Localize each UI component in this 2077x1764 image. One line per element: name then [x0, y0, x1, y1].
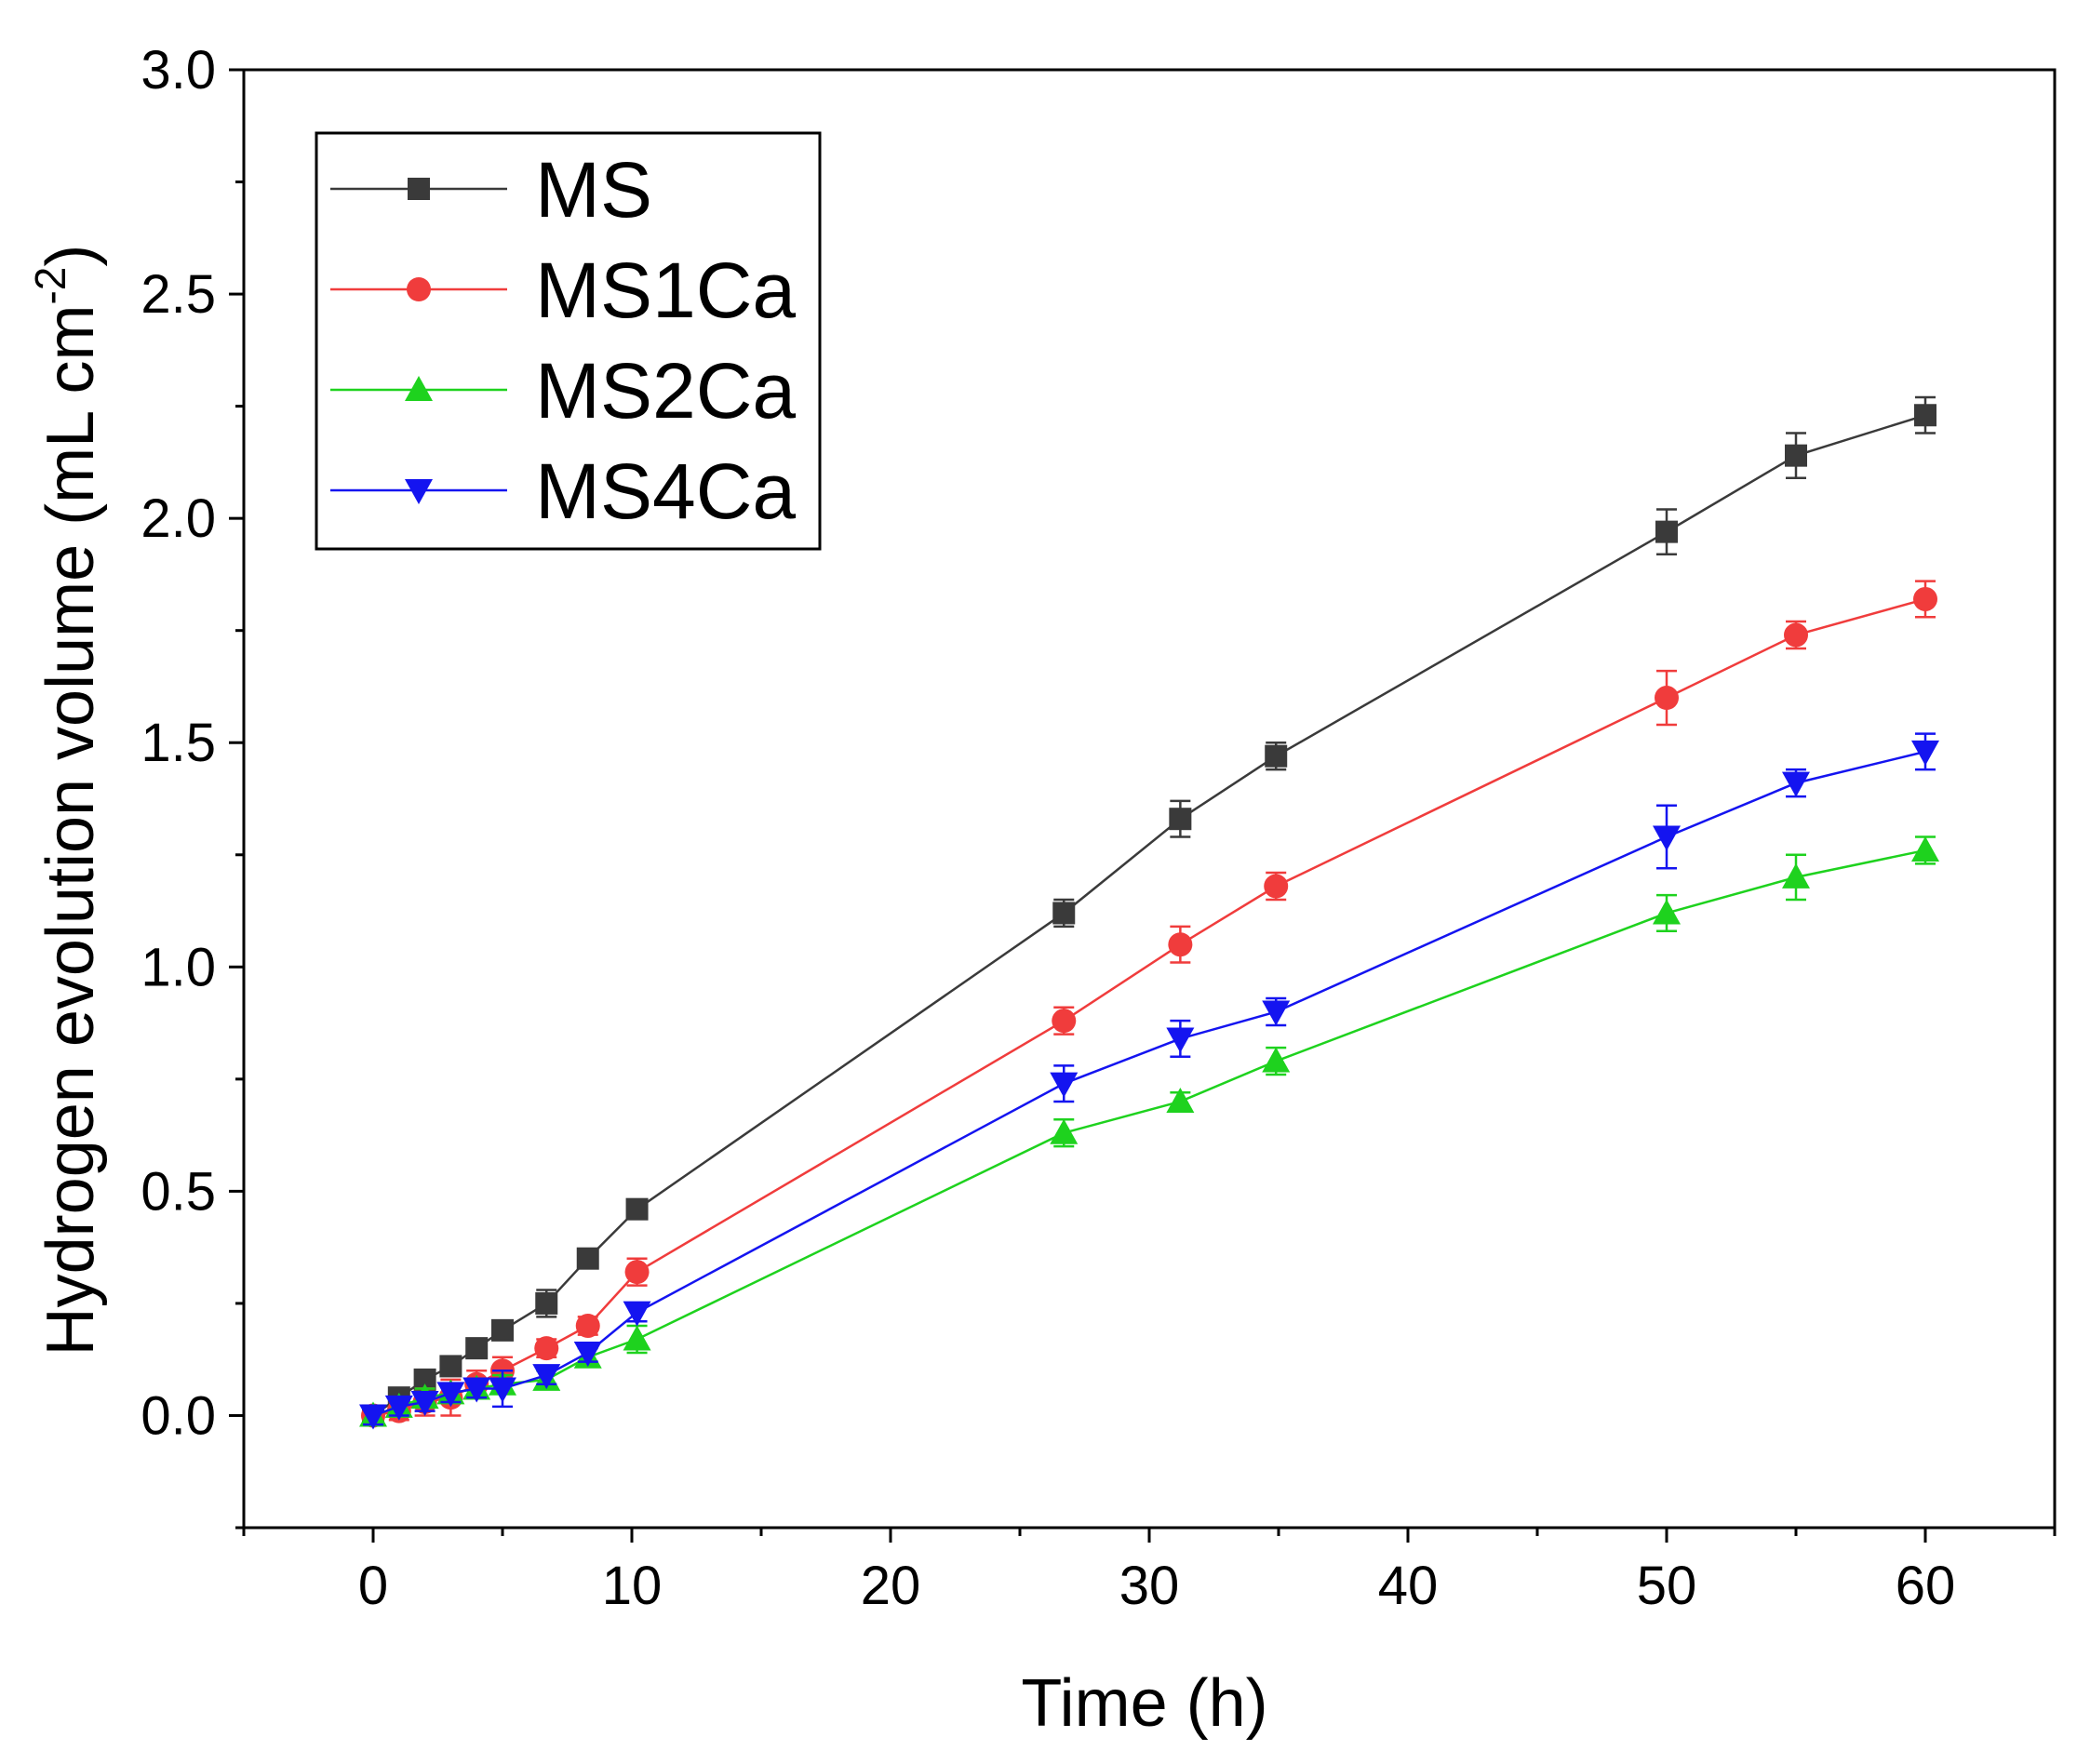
- data-point-ms4ca: [573, 1341, 602, 1367]
- legend-item-ms1ca: MS1Ca: [330, 247, 796, 334]
- data-point-ms4ca: [410, 1390, 439, 1416]
- legend-marker-ms4ca: [405, 479, 433, 504]
- data-point-ms: [535, 1291, 558, 1315]
- data-point-ms: [1914, 404, 1936, 427]
- x-tick-label: 30: [1119, 1556, 1180, 1616]
- y-tick-label: 1.0: [141, 937, 216, 997]
- legend: MS MS1Ca MS2Ca MS4Ca: [315, 131, 822, 551]
- data-point-ms1ca: [624, 1260, 650, 1285]
- x-tick-label: 40: [1378, 1556, 1439, 1616]
- data-point-ms2ca: [1166, 1087, 1195, 1113]
- y-axis-label-superscript: -2: [26, 267, 74, 305]
- y-axis-label-tail: ): [34, 245, 108, 267]
- data-point-ms: [439, 1355, 462, 1378]
- legend-item-ms2ca: MS2Ca: [330, 347, 796, 434]
- data-point-ms1ca: [1168, 932, 1193, 957]
- y-tick-label: 1.5: [141, 713, 216, 773]
- data-point-ms2ca: [623, 1325, 651, 1351]
- data-point-ms4ca: [1050, 1072, 1079, 1098]
- legend-label-ms1ca: MS1Ca: [535, 247, 796, 334]
- data-point-ms: [465, 1337, 489, 1360]
- y-tick-label: 0.5: [141, 1161, 216, 1222]
- data-point-ms1ca: [534, 1336, 559, 1361]
- data-point-ms: [1052, 902, 1076, 925]
- legend-marker-ms2ca: [405, 376, 433, 401]
- legend-box: [315, 131, 822, 551]
- data-point-ms1ca: [1264, 874, 1289, 899]
- data-point-ms: [1265, 744, 1288, 768]
- y-tick-label: 2.0: [141, 488, 216, 549]
- x-tick-label: 0: [358, 1556, 388, 1616]
- legend-marker-ms: [408, 178, 430, 200]
- data-point-ms4ca: [359, 1404, 387, 1430]
- legend-label-ms2ca: MS2Ca: [535, 347, 796, 434]
- data-point-ms4ca: [1911, 740, 1939, 766]
- series-layer: [359, 395, 1939, 1430]
- legend-item-ms4ca: MS4Ca: [330, 448, 796, 535]
- data-point-ms1ca: [575, 1314, 600, 1339]
- data-point-ms: [1169, 808, 1192, 831]
- data-point-ms2ca: [1050, 1118, 1079, 1144]
- data-point-ms4ca: [623, 1301, 651, 1327]
- data-point-ms1ca: [1655, 686, 1679, 711]
- series-ms4ca: [359, 732, 1939, 1430]
- y-axis: 0.0 0.5 1.0 1.5 2.0 2.5 3.0: [141, 40, 244, 1530]
- y-axis-label: Hydrogen evolution volume (mL cm-2): [26, 245, 108, 1356]
- x-axis-label: Time (h): [1021, 1666, 1267, 1741]
- data-point-ms4ca: [436, 1382, 465, 1408]
- data-point-ms4ca: [462, 1377, 491, 1403]
- data-point-ms1ca: [1784, 622, 1808, 648]
- y-axis-label-main: Hydrogen evolution volume (mL cm: [34, 305, 108, 1356]
- legend-marker-ms1ca: [407, 277, 431, 301]
- data-point-ms2ca: [1653, 899, 1681, 925]
- data-point-ms4ca: [1653, 825, 1681, 851]
- data-point-ms: [1785, 444, 1807, 467]
- data-point-ms1ca: [1913, 586, 1937, 611]
- legend-label-ms: MS: [535, 146, 652, 234]
- x-tick-label: 60: [1896, 1556, 1956, 1616]
- y-tick-label: 2.5: [141, 264, 216, 325]
- data-point-ms2ca: [1782, 862, 1810, 889]
- data-point-ms2ca: [1911, 835, 1939, 862]
- data-point-ms: [576, 1247, 599, 1270]
- y-tick-label: 3.0: [141, 40, 216, 100]
- data-point-ms: [1655, 520, 1678, 543]
- x-tick-label: 50: [1637, 1556, 1697, 1616]
- data-point-ms: [625, 1197, 649, 1221]
- data-point-ms4ca: [1262, 1000, 1291, 1026]
- data-point-ms4ca: [384, 1395, 413, 1421]
- x-tick-label: 20: [861, 1556, 921, 1616]
- legend-item-ms: MS: [330, 146, 652, 234]
- x-tick-label: 10: [602, 1556, 663, 1616]
- x-axis: 0 10 20 30 40 50 60: [242, 1528, 2057, 1616]
- data-point-ms4ca: [1166, 1027, 1195, 1053]
- data-point-ms: [491, 1318, 514, 1342]
- data-point-ms1ca: [1052, 1009, 1077, 1034]
- legend-label-ms4ca: MS4Ca: [535, 448, 796, 535]
- data-point-ms4ca: [532, 1364, 561, 1390]
- data-point-ms4ca: [489, 1377, 516, 1403]
- data-point-ms2ca: [1262, 1047, 1291, 1073]
- y-tick-label: 0.0: [141, 1385, 216, 1446]
- data-point-ms4ca: [1782, 771, 1810, 797]
